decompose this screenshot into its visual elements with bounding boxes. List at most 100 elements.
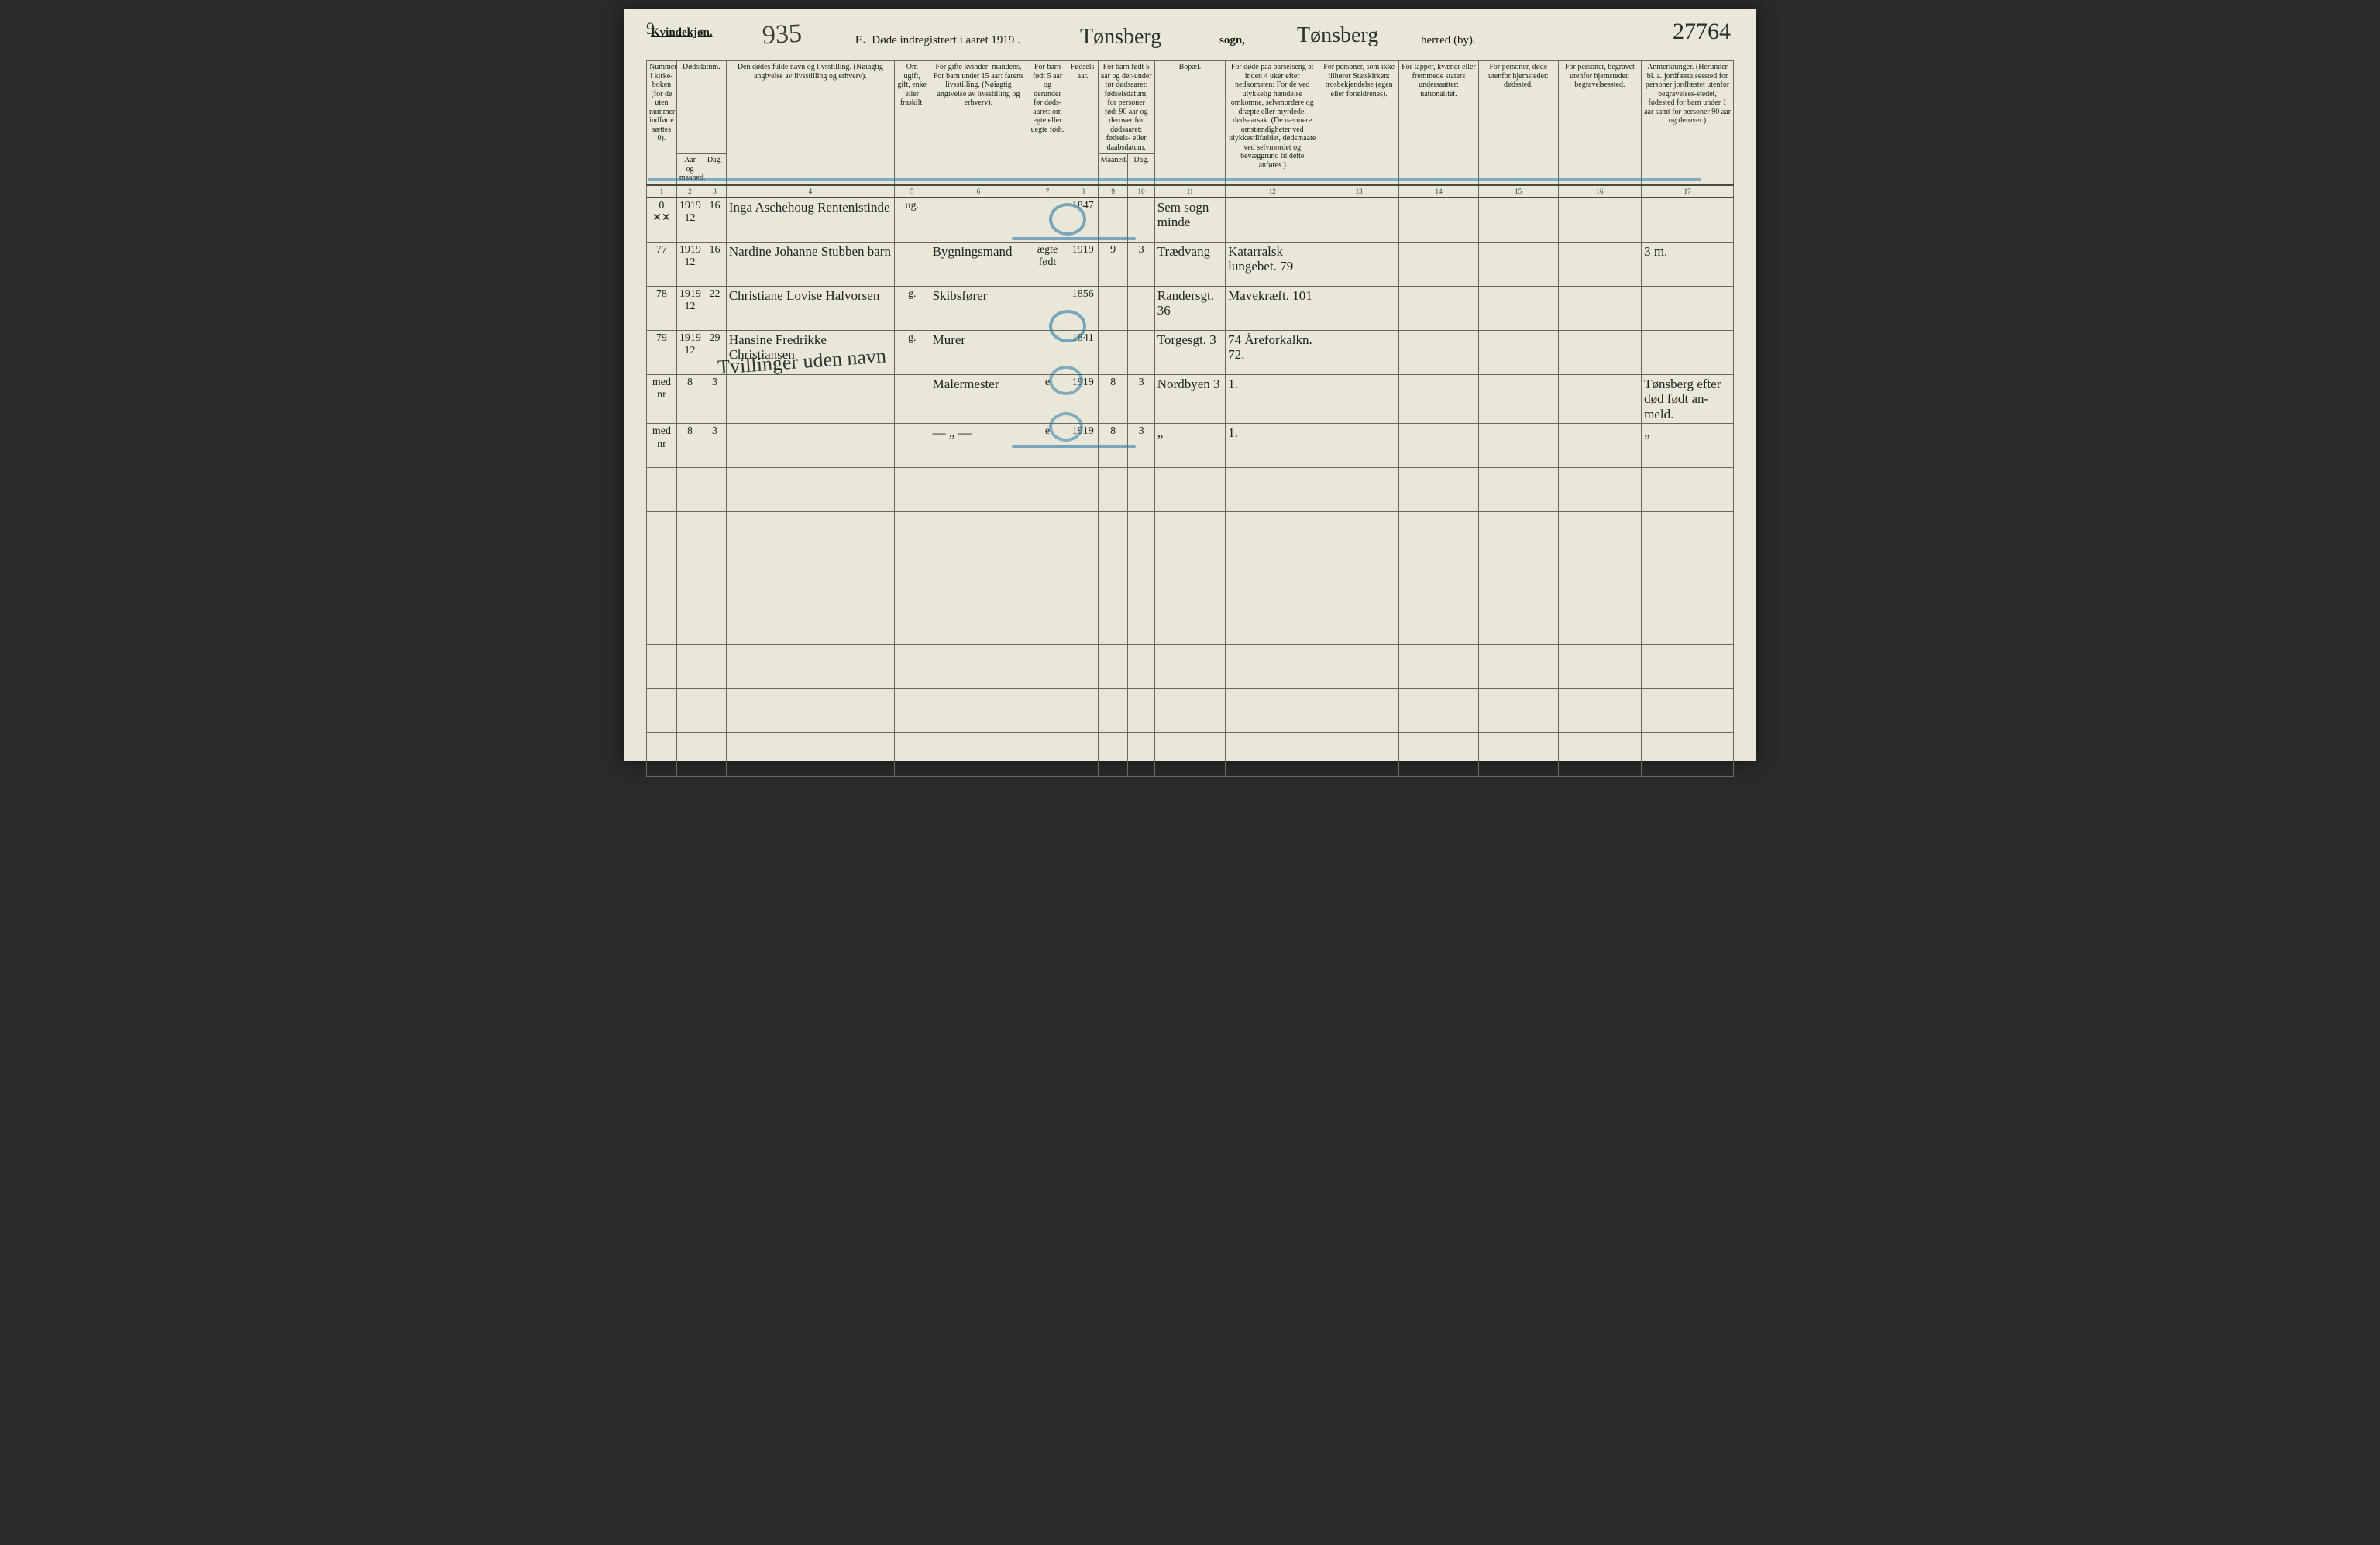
cell-d: 3 <box>703 424 727 468</box>
form-title: E. Døde indregistrert i aaret 1919 . <box>855 34 1020 47</box>
cell-rem: 3 m. <box>1642 242 1734 286</box>
cell-cause: 1. <box>1226 374 1319 424</box>
col-9-head: Maaned. <box>1098 154 1128 185</box>
col-4-head: Den dødes fulde navn og livsstilling. (N… <box>726 61 894 185</box>
cell-conf <box>1319 374 1399 424</box>
cell-d: 16 <box>703 242 727 286</box>
cell-dpl <box>1478 286 1558 330</box>
herred-tail: (by). <box>1453 34 1476 46</box>
cell-rel: Bygningsmand <box>930 242 1027 286</box>
cell-n: 0 ✕✕ <box>647 198 677 243</box>
table-row: 77 1919 12 16 Nardine Johanne Stubben ba… <box>647 242 1734 286</box>
cell-cause <box>1226 198 1319 243</box>
cell-name: Nardine Johanne Stubben barn <box>726 242 894 286</box>
cell-leg <box>1027 198 1068 243</box>
cell-n: 77 <box>647 242 677 286</box>
cell-rem <box>1642 198 1734 243</box>
cell-ym: 1919 12 <box>676 330 703 374</box>
cell-bpl <box>1558 286 1641 330</box>
parish-name-script: Tønsberg <box>1080 25 1161 50</box>
cell-dpl <box>1478 330 1558 374</box>
cell-d: 22 <box>703 286 727 330</box>
cell-ms: g. <box>894 330 930 374</box>
cell-res: Sem sogn minde <box>1154 198 1225 243</box>
cell-rel: Skibsfører <box>930 286 1027 330</box>
col-13-head: For personer, som ikke tilhører Statskir… <box>1319 61 1399 185</box>
cell-res: Torgesgt. 3 <box>1154 330 1225 374</box>
cell-bpl <box>1558 330 1641 374</box>
cell-rem <box>1642 330 1734 374</box>
cell-cause: 1. <box>1226 424 1319 468</box>
col-5-head: Om ugift, gift, enke eller fraskilt. <box>894 61 930 185</box>
cell-rem: Tønsberg efter død født an-meld. <box>1642 374 1734 424</box>
cell-conf <box>1319 242 1399 286</box>
cell-nat <box>1399 330 1479 374</box>
col-6-head: For gifte kvinder: mandens, For barn und… <box>930 61 1027 185</box>
title-letter: E. <box>855 34 866 46</box>
cell-rem: „ <box>1642 424 1734 468</box>
table-row: med nr 8 3 — „ — e 1919 8 3 „ 1. „ <box>647 424 1734 468</box>
colnum: 5 <box>894 185 930 198</box>
table-row <box>647 512 1734 556</box>
sogn-label: sogn, <box>1219 34 1245 47</box>
table-body: 0 ✕✕ 1919 12 16 Inga Aschehoug Rentenist… <box>647 198 1734 468</box>
cell-name <box>726 424 894 468</box>
table-row: 78 1919 12 22 Christiane Lovise Halvorse… <box>647 286 1734 330</box>
cell-d: 16 <box>703 198 727 243</box>
colnum: 17 <box>1642 185 1734 198</box>
cell-fm: 9 <box>1098 242 1128 286</box>
cell-nat <box>1399 374 1479 424</box>
cell-ms: ug. <box>894 198 930 243</box>
table-row <box>647 600 1734 645</box>
cell-fm <box>1098 198 1128 243</box>
table-row: med nr 8 3 Malermester e 1919 8 3 Nordby… <box>647 374 1734 424</box>
cell-nat <box>1399 242 1479 286</box>
colnum: 1 <box>647 185 677 198</box>
col-14-head: For lapper, kvæner eller fremmede stater… <box>1399 61 1479 185</box>
cell-bpl <box>1558 242 1641 286</box>
cell-fd: 3 <box>1128 374 1154 424</box>
colnum: 4 <box>726 185 894 198</box>
cell-conf <box>1319 330 1399 374</box>
cell-fd <box>1128 330 1154 374</box>
table-row: 0 ✕✕ 1919 12 16 Inga Aschehoug Rentenist… <box>647 198 1734 243</box>
cell-d: 29 <box>703 330 727 374</box>
colnum: 7 <box>1027 185 1068 198</box>
cell-ym: 8 <box>676 374 703 424</box>
col-10-head: Dag. <box>1128 154 1154 185</box>
cell-n: 78 <box>647 286 677 330</box>
colnum: 3 <box>703 185 727 198</box>
cell-n: med nr <box>647 424 677 468</box>
col-1-head: Nummer i kirke-boken (for de uten nummer… <box>647 61 677 185</box>
col-2-head: Aar og maaned. <box>676 154 703 185</box>
cell-res: Randersgt. 36 <box>1154 286 1225 330</box>
col-3-head: Dag. <box>703 154 727 185</box>
cell-res: Nordbyen 3 <box>1154 374 1225 424</box>
cell-fy: 1856 <box>1068 286 1098 330</box>
col-2a-head: Dødsdatum. <box>676 61 726 154</box>
colnum: 16 <box>1558 185 1641 198</box>
handwritten-number: 935 <box>762 19 803 51</box>
cell-bpl <box>1558 424 1641 468</box>
cell-res: „ <box>1154 424 1225 468</box>
cell-leg: ægte født <box>1027 242 1068 286</box>
cell-dpl <box>1478 198 1558 243</box>
cell-name: Hansine Fredrikke Christiansen <box>726 330 894 374</box>
colnum: 14 <box>1399 185 1479 198</box>
cell-ms <box>894 242 930 286</box>
cell-ym: 8 <box>676 424 703 468</box>
colnum: 8 <box>1068 185 1098 198</box>
table-row <box>647 689 1734 733</box>
table-row: 79 1919 12 29 Hansine Fredrikke Christia… <box>647 330 1734 374</box>
table-row <box>647 645 1734 689</box>
cell-fm: 8 <box>1098 374 1128 424</box>
colnum: 6 <box>930 185 1027 198</box>
table-row <box>647 556 1734 600</box>
cell-conf <box>1319 286 1399 330</box>
col-8-head: Fødsels-aar. <box>1068 61 1098 185</box>
cell-bpl <box>1558 198 1641 243</box>
cell-ms <box>894 424 930 468</box>
colnum: 2 <box>676 185 703 198</box>
cell-ym: 1919 12 <box>676 242 703 286</box>
herred-label: herred (by). <box>1421 34 1476 47</box>
